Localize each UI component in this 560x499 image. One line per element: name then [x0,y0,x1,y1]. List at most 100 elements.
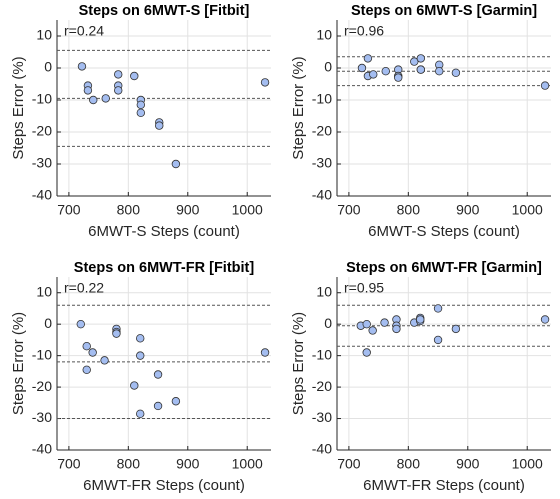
subplot: -40 -30 -20 -10 0 10 700 800 900 1000 r=0.22 Steps … [10,260,271,494]
point [416,54,426,63]
point [171,159,181,169]
x-axis-label: 6MWT-FR Steps (count) [83,477,245,494]
point [77,62,87,71]
point [82,342,91,351]
point [114,70,123,79]
y-tick-label: -20 [32,123,52,139]
point [433,304,443,313]
point [136,108,146,117]
subplot: -40 -30 -20 -10 0 10 700 800 900 1000 r=0.95 Steps … [290,260,551,494]
point [136,351,145,360]
x-axis-label: 6MWT-FR Steps (count) [363,477,525,494]
annotation: r=0.24 [64,23,104,39]
point [394,73,403,82]
x-tick-label: 700 [57,202,81,218]
point [260,348,270,357]
chart-title: Steps on 6MWT-S [Fitbit] [79,3,250,19]
point [155,121,164,130]
point [130,381,139,390]
x-tick-label: 700 [337,456,361,472]
plot-area [57,20,271,196]
x-tick-label: 1000 [512,202,543,218]
point [100,356,109,365]
y-tick-label: -20 [312,123,332,139]
y-tick-label: -30 [312,409,332,425]
point [381,66,390,76]
point [260,78,270,87]
x-tick-label: 900 [176,456,200,472]
x-tick-label: 900 [456,456,480,472]
y-tick-label: -30 [312,155,332,171]
y-tick-label: -30 [32,155,52,171]
y-tick-label: -20 [32,378,52,394]
plot-area [337,20,551,196]
y-tick-label: 0 [44,59,52,75]
chart-title: Steps on 6MWT-S [Garmin] [351,3,537,19]
x-tick-label: 800 [117,456,141,472]
y-tick-label: -10 [312,91,332,107]
point [153,370,163,379]
point [89,95,98,105]
x-tick-label: 700 [337,202,361,218]
x-tick-label: 900 [456,202,480,218]
point [369,70,378,79]
y-tick-label: -40 [312,441,332,457]
x-axis-label: 6MWT-S Steps (count) [368,223,520,240]
y-tick-label: 10 [36,283,52,299]
x-tick-label: 800 [397,202,421,218]
point [435,66,444,76]
point [101,94,110,103]
y-tick-label: -10 [32,346,52,362]
point [451,324,461,334]
y-tick-label: 10 [36,27,52,43]
point [171,397,181,406]
y-tick-label: -40 [312,187,332,203]
x-tick-label: 1000 [512,456,543,472]
point [540,315,550,324]
y-tick-label: -30 [32,409,52,425]
y-axis-label: Steps Error (%) [290,312,307,415]
y-tick-label: -10 [312,346,332,362]
point [451,68,461,77]
point [416,65,426,74]
point [362,319,371,329]
y-axis-label: Steps Error (%) [290,56,307,159]
subplot: -40 -30 -20 -10 0 10 700 800 900 1000 r=0.96 Steps … [290,3,551,240]
point [380,318,389,327]
annotation: r=0.95 [344,280,384,296]
x-axis-label: 6MWT-S Steps (count) [88,223,240,240]
point [540,81,550,90]
point [362,348,371,357]
chart-title: Steps on 6MWT-FR [Fitbit] [74,260,255,276]
x-tick-label: 1000 [232,456,263,472]
point [433,335,443,345]
point [363,54,373,63]
y-tick-label: -40 [32,441,52,457]
annotation: r=0.22 [64,280,104,296]
y-tick-label: -20 [312,378,332,394]
point [88,348,97,357]
y-axis-label: Steps Error (%) [10,56,27,159]
x-tick-label: 800 [117,202,141,218]
point [130,71,139,81]
chart-title: Steps on 6MWT-FR [Garmin] [346,260,542,276]
y-tick-label: 10 [316,283,332,299]
point [114,86,123,95]
x-tick-label: 800 [397,456,421,472]
y-tick-label: 10 [316,27,332,43]
y-tick-label: 0 [324,315,332,331]
point [136,100,146,109]
point [76,319,85,329]
x-tick-label: 1000 [232,202,263,218]
point [83,86,93,95]
point [410,57,419,66]
y-tick-label: 0 [324,59,332,75]
point [416,315,425,324]
y-tick-label: 0 [44,315,52,331]
x-tick-label: 700 [57,456,81,472]
point [136,409,145,419]
point [136,334,145,343]
subplot: -40 -30 -20 -10 0 10 700 800 900 1000 r=0.24 Steps … [10,3,271,240]
point [368,326,377,335]
plot-area [57,277,271,450]
